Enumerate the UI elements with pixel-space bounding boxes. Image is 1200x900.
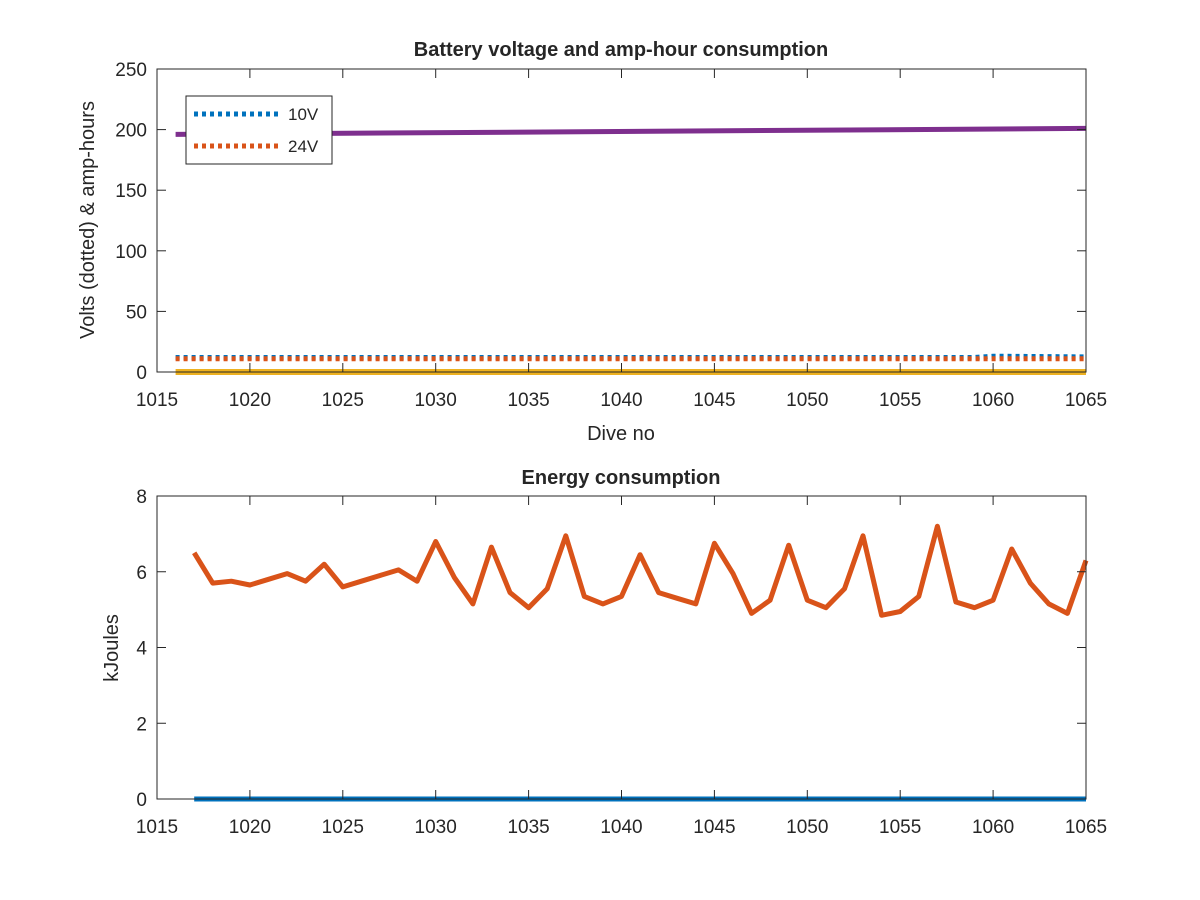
energy-consumption-plot: Energy consumption kJoules 1015 1020 1025 1… [101,467,1107,838]
top-plot-title: Battery voltage and amp-hour consumption [414,39,828,61]
top-y-tick-label: 150 [115,181,147,202]
top-x-tick-label: 1050 [786,390,828,411]
top-y-tick-label: 200 [115,121,147,142]
top-x-tick-label: 1025 [322,390,364,411]
bottom-x-tick-label: 1055 [879,817,921,838]
top-x-tick-label: 1015 [136,390,178,411]
legend: 10V 24V [185,95,333,165]
top-y-tick-label: 250 [115,60,147,81]
series-energy-line [192,523,1089,618]
voltage-amp-hour-plot: Battery voltage and amp-hour consumption… [77,39,1107,445]
top-y-tick-label: 50 [126,302,147,323]
top-y-tick-label: 100 [115,242,147,263]
bottom-x-tick-label: 1065 [1065,817,1107,838]
bottom-plot-ticks: 1015 1020 1025 1030 1035 1040 1045 1050 1055 1060… [136,487,1107,838]
top-plot-x-axis-label: Dive no [587,423,655,445]
top-x-tick-label: 1030 [415,390,457,411]
bottom-x-tick-label: 1015 [136,817,178,838]
top-x-tick-label: 1020 [229,390,271,411]
top-plot-y-axis-label: Volts (dotted) & amp-hours [77,101,99,339]
top-x-tick-label: 1060 [972,390,1014,411]
top-x-tick-label: 1035 [507,390,549,411]
bottom-plot-title: Energy consumption [522,467,721,489]
bottom-x-tick-label: 1050 [786,817,828,838]
legend-label-10v: 10V [288,105,319,124]
top-x-tick-label: 1040 [600,390,642,411]
top-y-tick-label: 0 [136,363,147,384]
top-plot-ticks: 1015 1020 1025 1030 1035 1040 1045 1050 1055 1060… [115,60,1107,411]
legend-box [185,95,333,165]
bottom-x-tick-label: 1045 [693,817,735,838]
bottom-y-tick-label: 6 [136,563,147,584]
bottom-y-tick-label: 4 [136,639,147,660]
bottom-x-tick-label: 1025 [322,817,364,838]
top-x-tick-label: 1065 [1065,390,1107,411]
bottom-x-tick-label: 1040 [600,817,642,838]
top-x-tick-label: 1045 [693,390,735,411]
bottom-y-tick-label: 8 [136,487,147,508]
bottom-x-tick-label: 1060 [972,817,1014,838]
bottom-plot-y-axis-label: kJoules [101,614,123,682]
top-x-tick-label: 1055 [879,390,921,411]
bottom-y-tick-label: 0 [136,790,147,811]
bottom-x-tick-label: 1030 [415,817,457,838]
bottom-x-tick-label: 1020 [229,817,271,838]
bottom-x-tick-label: 1035 [507,817,549,838]
legend-label-24v: 24V [288,137,319,156]
bottom-y-tick-label: 2 [136,714,147,735]
